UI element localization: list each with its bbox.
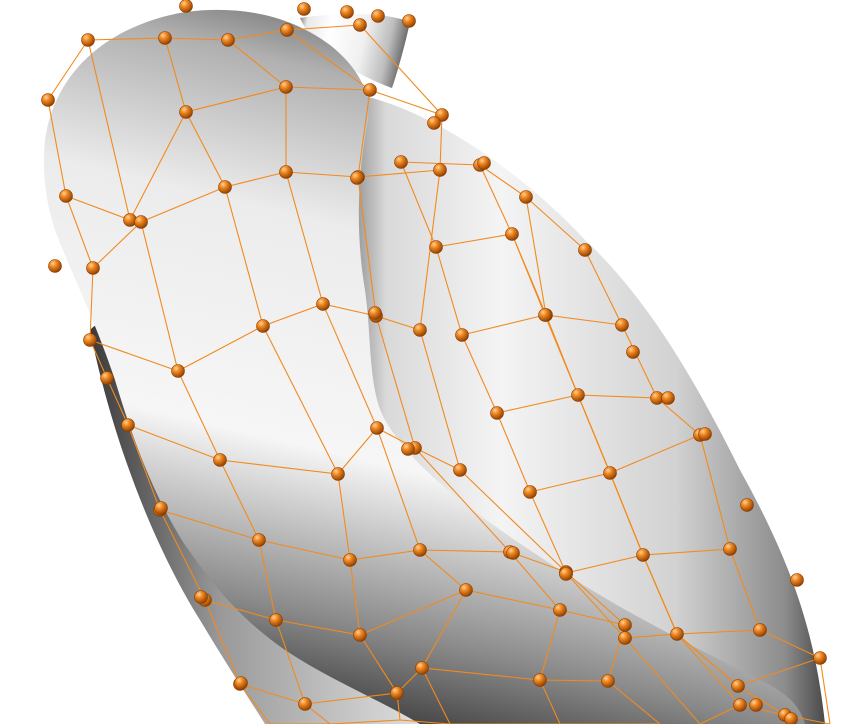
control-point[interactable]	[723, 542, 737, 556]
control-point[interactable]	[256, 319, 270, 333]
control-point[interactable]	[523, 485, 537, 499]
top-cap-surface	[300, 13, 410, 88]
control-point[interactable]	[269, 613, 283, 627]
control-point[interactable]	[121, 418, 135, 432]
control-point[interactable]	[453, 463, 467, 477]
control-point[interactable]	[636, 548, 650, 562]
control-point[interactable]	[316, 297, 330, 311]
mesh-edge	[525, 196, 786, 716]
control-point[interactable]	[353, 18, 367, 32]
control-point[interactable]	[331, 467, 345, 481]
control-point[interactable]	[490, 406, 504, 420]
control-point[interactable]	[279, 80, 293, 94]
control-point[interactable]	[179, 105, 193, 119]
control-point[interactable]	[48, 259, 62, 273]
control-point[interactable]	[626, 345, 640, 359]
control-point[interactable]	[753, 623, 767, 637]
control-point[interactable]	[661, 391, 675, 405]
control-point[interactable]	[615, 318, 629, 332]
front-tube-surface	[43, 9, 805, 724]
control-point[interactable]	[731, 679, 745, 693]
mesh-edge	[89, 303, 421, 372]
control-point[interactable]	[740, 498, 754, 512]
control-point[interactable]	[100, 371, 114, 385]
control-point[interactable]	[350, 171, 364, 185]
control-point[interactable]	[505, 227, 519, 241]
mesh-edge	[584, 249, 831, 724]
control-point[interactable]	[340, 5, 354, 19]
control-point[interactable]	[194, 590, 208, 604]
control-point[interactable]	[218, 180, 232, 194]
control-point[interactable]	[234, 676, 248, 690]
control-point[interactable]	[402, 14, 416, 28]
control-point[interactable]	[158, 31, 172, 45]
control-point[interactable]	[134, 215, 148, 229]
control-point[interactable]	[59, 189, 73, 203]
control-point[interactable]	[280, 23, 294, 37]
control-point[interactable]	[81, 33, 95, 47]
control-point[interactable]	[401, 442, 415, 456]
control-point[interactable]	[749, 698, 763, 712]
mesh-edge	[699, 704, 831, 724]
control-point[interactable]	[154, 501, 168, 515]
control-point[interactable]	[519, 190, 533, 204]
control-point[interactable]	[553, 603, 567, 617]
control-point[interactable]	[415, 661, 429, 675]
control-point[interactable]	[413, 323, 427, 337]
control-point[interactable]	[213, 453, 227, 467]
control-point[interactable]	[790, 573, 804, 587]
control-point[interactable]	[368, 306, 382, 320]
control-point[interactable]	[370, 421, 384, 435]
control-point[interactable]	[601, 674, 615, 688]
control-point[interactable]	[455, 328, 469, 342]
control-point[interactable]	[171, 364, 185, 378]
control-point[interactable]	[477, 156, 491, 170]
mesh-edge	[239, 667, 609, 705]
control-point[interactable]	[41, 93, 55, 107]
control-point[interactable]	[433, 163, 447, 177]
mesh-edge	[127, 424, 461, 475]
control-point[interactable]	[86, 261, 100, 275]
control-point[interactable]	[390, 686, 404, 700]
mesh-edge	[47, 24, 361, 101]
control-point[interactable]	[252, 533, 266, 547]
mesh-edge	[65, 86, 443, 221]
mesh-edge	[92, 169, 441, 269]
control-points	[41, 0, 827, 724]
control-point[interactable]	[578, 243, 592, 257]
control-point[interactable]	[429, 240, 443, 254]
control-point[interactable]	[179, 0, 193, 13]
control-point[interactable]	[353, 628, 367, 642]
control-point[interactable]	[603, 466, 617, 480]
mesh-edge	[400, 161, 701, 724]
control-point[interactable]	[698, 427, 712, 441]
control-point[interactable]	[394, 155, 408, 169]
control-point[interactable]	[363, 83, 377, 97]
control-point[interactable]	[733, 698, 747, 712]
control-point[interactable]	[506, 546, 520, 560]
control-point[interactable]	[618, 631, 632, 645]
control-point[interactable]	[343, 553, 357, 567]
control-point[interactable]	[571, 388, 585, 402]
control-point[interactable]	[427, 116, 441, 130]
control-point[interactable]	[279, 165, 293, 179]
control-point[interactable]	[459, 583, 473, 597]
mesh-edge	[204, 589, 626, 636]
control-point[interactable]	[813, 651, 827, 665]
control-point[interactable]	[221, 33, 235, 47]
mesh-edge	[270, 719, 660, 724]
control-point[interactable]	[559, 567, 573, 581]
control-point[interactable]	[784, 712, 798, 724]
control-point[interactable]	[297, 2, 311, 16]
control-point[interactable]	[413, 543, 427, 557]
control-point[interactable]	[83, 333, 97, 347]
control-point[interactable]	[670, 627, 684, 641]
control-point[interactable]	[538, 308, 552, 322]
control-point[interactable]	[371, 9, 385, 23]
control-point[interactable]	[618, 618, 632, 632]
control-point[interactable]	[298, 697, 312, 711]
control-point[interactable]	[533, 673, 547, 687]
